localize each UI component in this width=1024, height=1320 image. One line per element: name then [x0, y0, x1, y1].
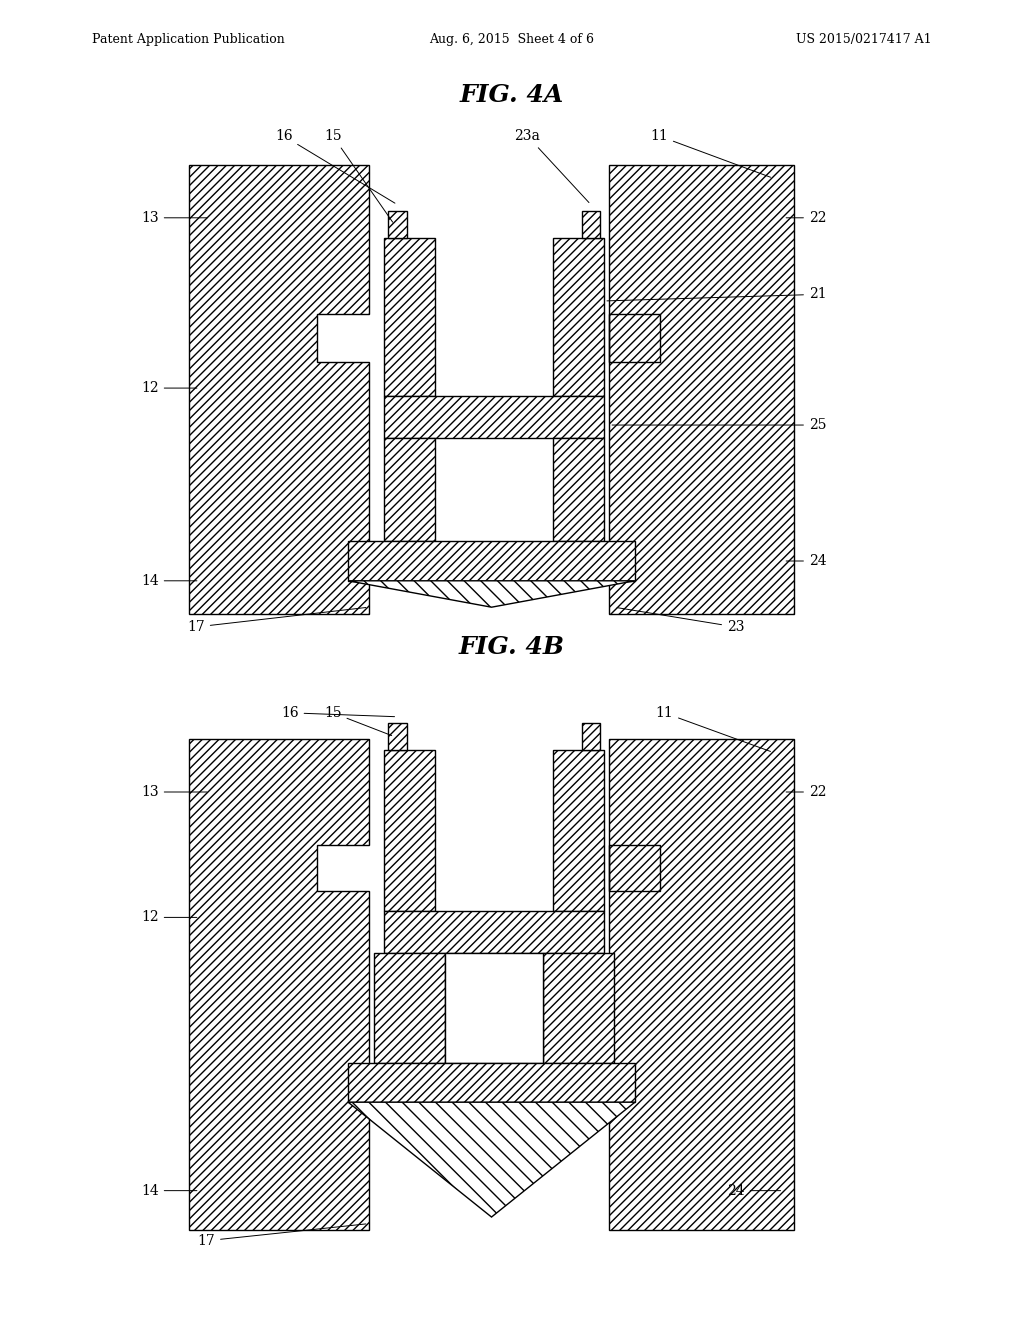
- Polygon shape: [553, 438, 604, 541]
- Polygon shape: [348, 581, 635, 607]
- Polygon shape: [609, 739, 794, 1230]
- Text: 12: 12: [141, 381, 197, 395]
- Text: 22: 22: [786, 211, 826, 224]
- Polygon shape: [189, 165, 369, 614]
- Text: 25: 25: [612, 418, 826, 432]
- Polygon shape: [384, 438, 435, 541]
- Polygon shape: [388, 723, 407, 750]
- Polygon shape: [582, 723, 600, 750]
- Text: FIG. 4A: FIG. 4A: [460, 83, 564, 107]
- Polygon shape: [374, 953, 445, 1063]
- Polygon shape: [348, 1063, 635, 1102]
- Polygon shape: [553, 750, 604, 911]
- Polygon shape: [445, 953, 543, 1063]
- Text: 15: 15: [324, 706, 391, 735]
- Text: 14: 14: [141, 1184, 197, 1197]
- Text: 11: 11: [650, 129, 770, 177]
- Text: 23a: 23a: [514, 129, 589, 202]
- Text: 14: 14: [141, 574, 197, 587]
- Text: US 2015/0217417 A1: US 2015/0217417 A1: [797, 33, 932, 46]
- Polygon shape: [348, 541, 635, 581]
- Text: 16: 16: [274, 129, 395, 203]
- Polygon shape: [553, 238, 604, 396]
- Text: 13: 13: [141, 785, 207, 799]
- Text: 24: 24: [786, 554, 826, 568]
- Polygon shape: [384, 911, 604, 953]
- Polygon shape: [189, 739, 369, 1230]
- Text: 17: 17: [187, 607, 366, 634]
- Polygon shape: [543, 953, 614, 1063]
- Text: Patent Application Publication: Patent Application Publication: [92, 33, 285, 46]
- Text: 16: 16: [281, 706, 394, 719]
- Text: FIG. 4B: FIG. 4B: [459, 635, 565, 659]
- Polygon shape: [384, 750, 435, 911]
- Text: 24: 24: [727, 1184, 780, 1197]
- Polygon shape: [609, 165, 794, 614]
- Text: 11: 11: [655, 706, 770, 751]
- Polygon shape: [384, 238, 435, 396]
- Text: Aug. 6, 2015  Sheet 4 of 6: Aug. 6, 2015 Sheet 4 of 6: [429, 33, 595, 46]
- Polygon shape: [348, 1102, 635, 1217]
- Text: 12: 12: [141, 911, 197, 924]
- Polygon shape: [388, 211, 407, 238]
- Text: 23: 23: [617, 607, 744, 634]
- Text: 15: 15: [324, 129, 392, 222]
- Text: 21: 21: [607, 288, 826, 301]
- Text: 22: 22: [786, 785, 826, 799]
- Polygon shape: [582, 211, 600, 238]
- Text: 13: 13: [141, 211, 207, 224]
- Text: 17: 17: [198, 1224, 366, 1247]
- Polygon shape: [384, 396, 604, 438]
